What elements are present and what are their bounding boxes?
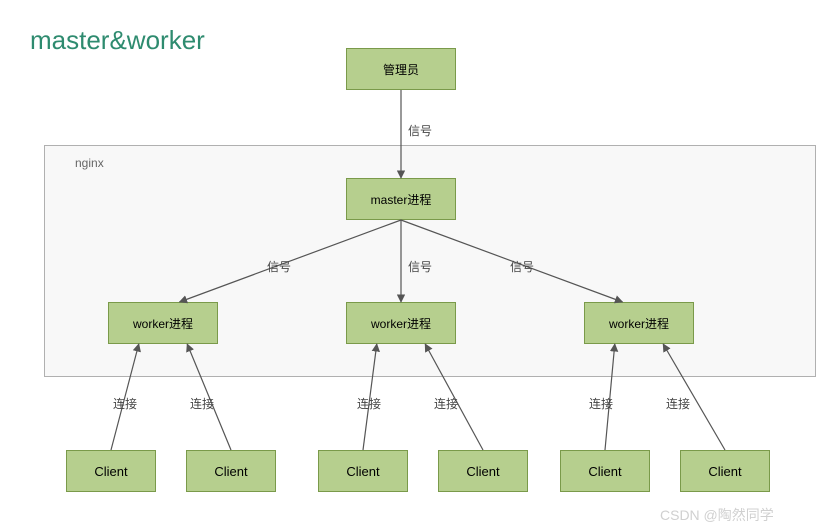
watermark: CSDN @陶然同学	[660, 505, 774, 525]
edge-label: 连接	[357, 395, 381, 412]
edge-label: 信号	[267, 258, 291, 275]
client1-node: Client	[66, 450, 156, 492]
client4-node: Client	[438, 450, 528, 492]
client4-node-label: Client	[466, 464, 499, 479]
worker2-node-label: worker进程	[371, 315, 431, 332]
worker3-node-label: worker进程	[609, 315, 669, 332]
admin-node: 管理员	[346, 48, 456, 90]
master-node-label: master进程	[371, 191, 432, 208]
edge-label: 连接	[589, 395, 613, 412]
worker1-node-label: worker进程	[133, 315, 193, 332]
client1-node-label: Client	[94, 464, 127, 479]
worker2-node: worker进程	[346, 302, 456, 344]
edge-label: 连接	[190, 395, 214, 412]
nginx-container-label: nginx	[75, 156, 104, 170]
edge-label: 信号	[510, 258, 534, 275]
client6-node-label: Client	[708, 464, 741, 479]
master-node: master进程	[346, 178, 456, 220]
client3-node: Client	[318, 450, 408, 492]
client3-node-label: Client	[346, 464, 379, 479]
client2-node-label: Client	[214, 464, 247, 479]
client5-node: Client	[560, 450, 650, 492]
admin-node-label: 管理员	[383, 61, 419, 78]
client2-node: Client	[186, 450, 276, 492]
diagram-title: master&worker	[30, 25, 205, 56]
client5-node-label: Client	[588, 464, 621, 479]
edge-label: 连接	[666, 395, 690, 412]
client6-node: Client	[680, 450, 770, 492]
edge-label: 信号	[408, 122, 432, 139]
edge-label: 连接	[113, 395, 137, 412]
edge-label: 信号	[408, 258, 432, 275]
worker3-node: worker进程	[584, 302, 694, 344]
edge-label: 连接	[434, 395, 458, 412]
worker1-node: worker进程	[108, 302, 218, 344]
